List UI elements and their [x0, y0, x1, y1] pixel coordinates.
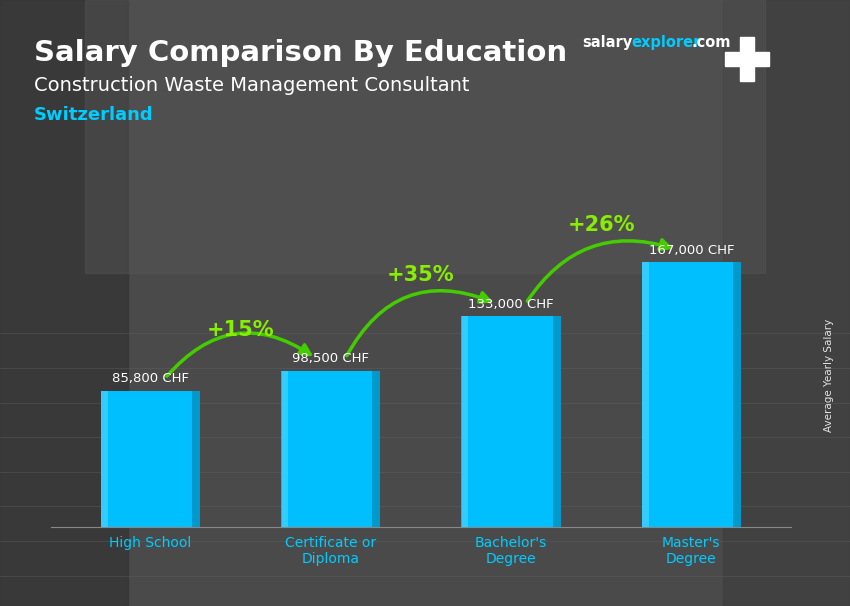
Bar	[462, 316, 560, 527]
FancyArrowPatch shape	[347, 291, 490, 356]
Bar	[462, 316, 468, 527]
Text: explorer: explorer	[632, 35, 701, 50]
Text: 98,500 CHF: 98,500 CHF	[292, 352, 369, 365]
Text: 167,000 CHF: 167,000 CHF	[649, 244, 734, 256]
Bar	[642, 262, 741, 527]
Bar	[281, 371, 380, 527]
Bar	[101, 391, 108, 527]
Text: +15%: +15%	[207, 320, 275, 340]
Bar	[100, 391, 200, 527]
FancyArrowPatch shape	[527, 240, 670, 301]
Bar	[192, 391, 200, 527]
Text: Construction Waste Management Consultant: Construction Waste Management Consultant	[34, 76, 469, 95]
Bar	[643, 262, 649, 527]
Text: 85,800 CHF: 85,800 CHF	[111, 373, 189, 385]
Bar	[372, 371, 380, 527]
Bar	[740, 37, 754, 81]
Text: .com: .com	[692, 35, 731, 50]
Text: Salary Comparison By Education: Salary Comparison By Education	[34, 39, 567, 67]
Text: Average Yearly Salary: Average Yearly Salary	[824, 319, 834, 432]
Text: +35%: +35%	[387, 265, 455, 285]
Bar	[733, 262, 741, 527]
Text: +26%: +26%	[567, 215, 635, 235]
Bar	[281, 371, 288, 527]
Text: salary: salary	[582, 35, 632, 50]
Bar	[552, 316, 560, 527]
Bar	[725, 52, 769, 66]
FancyArrowPatch shape	[167, 333, 310, 376]
Text: 133,000 CHF: 133,000 CHF	[468, 298, 553, 310]
Text: Switzerland: Switzerland	[34, 106, 154, 124]
